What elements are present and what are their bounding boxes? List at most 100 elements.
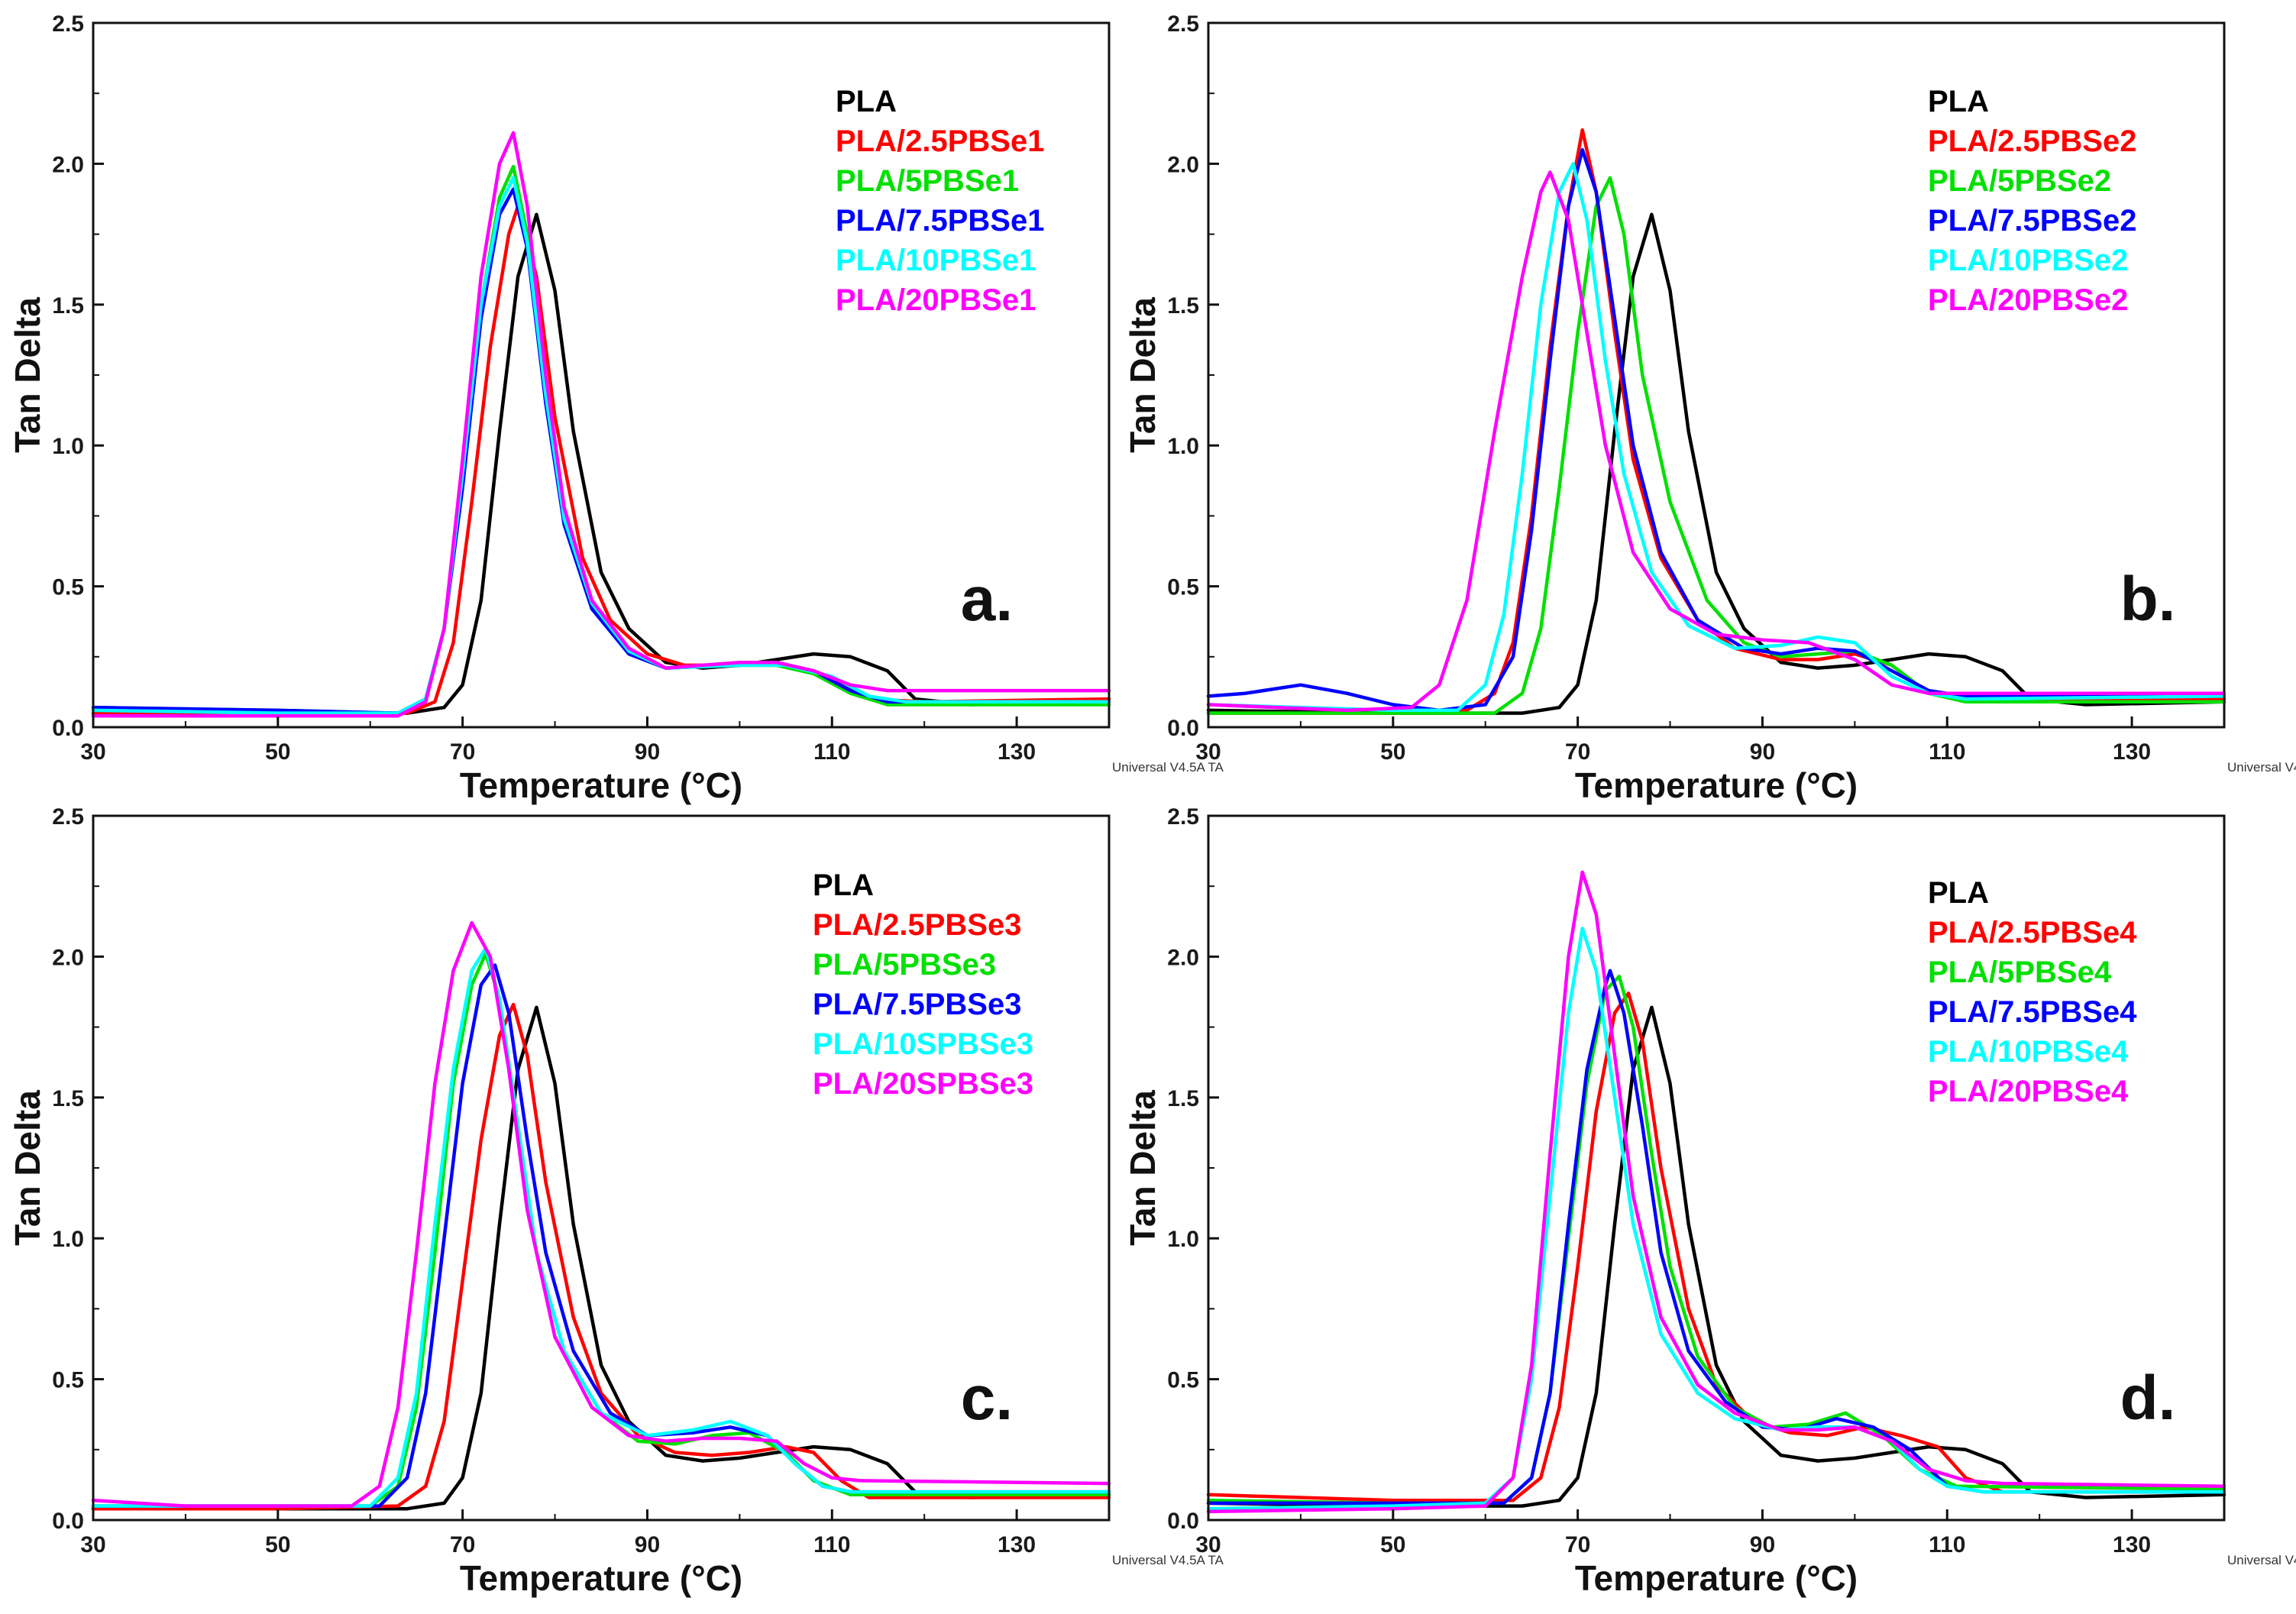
x-axis-label: Temperature (°C) <box>1575 1558 1858 1598</box>
legend-entry: PLA/7.5PBSe1 <box>836 204 1044 238</box>
y-tick-label: 0.5 <box>1167 1368 1199 1393</box>
x-tick-label: 70 <box>1565 739 1590 765</box>
series-line-4 <box>1206 969 2226 1506</box>
series-line-2 <box>1206 991 2226 1502</box>
x-tick-label: 70 <box>450 1532 475 1557</box>
x-tick-label: 50 <box>265 739 290 765</box>
y-axis-label: Tan Delta <box>8 1090 47 1246</box>
x-tick-label: 130 <box>2113 1532 2151 1557</box>
panel-label: d. <box>2120 1363 2176 1433</box>
legend-entry: PLA/2.5PBSe1 <box>836 125 1044 158</box>
chart-panel-2: 30 50 70 90 110 130 0.0 0.5 1.0 1.5 2.0 2.5 Temperat… <box>1123 11 2296 805</box>
series-line-3 <box>1206 176 2226 715</box>
x-tick-label: 90 <box>635 739 660 765</box>
x-tick-label: 90 <box>1750 739 1775 765</box>
y-tick-label: 1.5 <box>1167 293 1199 319</box>
legend-entry: PLA/20PBSe1 <box>836 283 1036 317</box>
legend: PLA PLA/2.5PBSe3 PLA/5PBSe3 PLA/7.5PBSe3 PLA… <box>813 868 1033 1101</box>
y-tick-label: 2.0 <box>52 152 84 177</box>
x-tick-label: 110 <box>813 739 850 765</box>
x-tick-label: 110 <box>1929 1532 1965 1557</box>
x-tick-label: 130 <box>998 1532 1036 1557</box>
legend-entry: PLA/5PBSe2 <box>1928 164 2111 198</box>
series-line-1 <box>1206 1005 2226 1508</box>
legend-entry: PLA/10PBSe1 <box>836 244 1036 277</box>
legend-entry: PLA <box>1928 876 1989 910</box>
y-tick-label: 2.0 <box>1167 152 1199 177</box>
panel-label: b. <box>2120 564 2176 634</box>
legend-entry: PLA/20PBSe4 <box>1928 1075 2129 1108</box>
y-tick-label: 0.5 <box>52 1368 84 1393</box>
legend-entry: PLA <box>1928 85 1989 118</box>
chart-panel-3: 30 50 70 90 110 130 0.0 0.5 1.0 1.5 2.0 2.5 Temperat… <box>8 804 1224 1598</box>
legend-entry: PLA/10SPBSe3 <box>813 1027 1033 1061</box>
y-axis-label: Tan Delta <box>1123 1090 1163 1246</box>
y-tick-label: 0.5 <box>1167 575 1199 600</box>
series-line-5 <box>1206 162 2226 713</box>
series-line-5 <box>91 946 1111 1508</box>
x-axis-label: Temperature (°C) <box>1575 765 1858 805</box>
legend: PLA PLA/2.5PBSe4 PLA/5PBSe4 PLA/7.5PBSe4 PLA… <box>1928 876 2137 1108</box>
series-line-6 <box>91 920 1111 1508</box>
x-tick-label: 30 <box>80 1532 105 1557</box>
curves <box>91 920 1111 1511</box>
curves <box>1206 128 2226 715</box>
legend-entry: PLA/5PBSe3 <box>813 948 996 982</box>
y-tick-label: 1.0 <box>1167 1227 1199 1252</box>
x-tick-label: 90 <box>635 1532 660 1557</box>
y-tick-label: 1.5 <box>52 1086 84 1111</box>
y-tick-label: 0.5 <box>52 575 84 600</box>
series-line-6 <box>1206 170 2226 713</box>
legend-entry: PLA/5PBSe1 <box>836 164 1019 198</box>
x-axis-label: Temperature (°C) <box>460 765 742 805</box>
x-tick-label: 50 <box>1380 1532 1405 1557</box>
x-axis-label: Temperature (°C) <box>460 1558 742 1598</box>
legend-entry: PLA/10PBSe4 <box>1928 1035 2129 1069</box>
x-tick-label: 50 <box>265 1532 290 1557</box>
y-tick-label: 2.5 <box>52 11 84 37</box>
instrument-credit: Universal V4.5A TA <box>1112 1553 1224 1567</box>
legend-entry: PLA/7.5PBSe4 <box>1928 995 2137 1029</box>
series-line-2 <box>91 1002 1111 1511</box>
y-tick-label: 2.5 <box>52 804 84 830</box>
legend-entry: PLA/20SPBSe3 <box>813 1067 1033 1101</box>
series-line-2 <box>91 204 1111 715</box>
y-tick-label: 0.0 <box>52 1509 84 1534</box>
y-tick-label: 1.0 <box>1167 434 1199 459</box>
y-tick-label: 1.0 <box>52 434 84 459</box>
y-axis-label: Tan Delta <box>8 297 47 453</box>
legend-entry: PLA/7.5PBSe2 <box>1928 204 2136 238</box>
y-tick-label: 2.0 <box>1167 945 1199 970</box>
curves <box>91 131 1111 718</box>
x-tick-label: 130 <box>2113 739 2151 765</box>
x-tick-label: 130 <box>998 739 1036 765</box>
y-tick-label: 2.0 <box>52 945 84 970</box>
x-tick-label: 70 <box>1565 1532 1590 1557</box>
legend-entry: PLA/2.5PBSe2 <box>1928 125 2136 158</box>
series-line-1 <box>91 1005 1111 1511</box>
y-tick-label: 2.5 <box>1167 11 1199 37</box>
chart-panel-1: 30 50 70 90 110 130 0.0 0.5 1.0 1.5 2.0 2.5 Temperat… <box>8 11 1224 805</box>
panel-label: c. <box>961 1363 1013 1433</box>
instrument-credit: Universal V4.5A TA Instru <box>2227 1553 2296 1567</box>
instrument-credit: Universal V4.5A TA Instru <box>2227 760 2296 775</box>
series-line-4 <box>1206 147 2226 713</box>
x-tick-label: 90 <box>1750 1532 1775 1557</box>
legend-entry: PLA <box>813 868 874 902</box>
legend-entry: PLA/10PBSe2 <box>1928 244 2128 277</box>
x-tick-label: 70 <box>450 739 475 765</box>
y-tick-label: 1.0 <box>52 1227 84 1252</box>
instrument-credit: Universal V4.5A TA <box>1112 760 1224 775</box>
legend-entry: PLA <box>836 85 897 118</box>
x-tick-label: 110 <box>813 1532 850 1557</box>
series-line-1 <box>1206 212 2226 715</box>
curves <box>1206 870 2226 1514</box>
y-tick-label: 2.5 <box>1167 804 1199 830</box>
legend-entry: PLA/5PBSe4 <box>1928 956 2112 989</box>
x-tick-label: 110 <box>1929 739 1965 765</box>
series-line-6 <box>1206 870 2226 1514</box>
panel-label: a. <box>961 564 1013 634</box>
x-tick-label: 30 <box>80 739 105 765</box>
chart-panel-4: 30 50 70 90 110 130 0.0 0.5 1.0 1.5 2.0 2.5 Temperat… <box>1123 804 2296 1598</box>
